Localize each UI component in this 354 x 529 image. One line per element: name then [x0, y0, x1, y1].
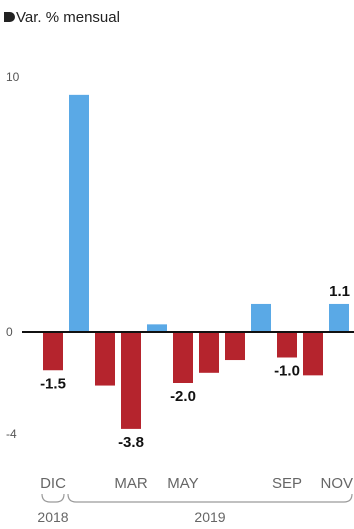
legend: Var. % mensual [4, 9, 120, 26]
x-tick-label: MAY [167, 475, 198, 492]
legend-label: Var. % mensual [16, 9, 120, 26]
data-label: 1.1 [329, 283, 350, 300]
y-tick-label: 0 [6, 325, 13, 339]
bar-negative [121, 332, 141, 429]
bar-negative [199, 332, 219, 373]
y-axis-ticks: 10 0 -4 [6, 70, 20, 441]
y-tick-label: -4 [6, 427, 17, 441]
bar-negative [225, 332, 245, 361]
bar-positive [329, 303, 349, 332]
year-bracket [41, 493, 65, 503]
bar-positive [147, 324, 167, 332]
x-tick-label: SEP [272, 475, 302, 492]
bar-positive [251, 303, 271, 332]
bar-positive [69, 94, 89, 332]
x-tick-label: DIC [40, 475, 66, 492]
x-tick-label: MAR [114, 475, 148, 492]
year-bracket [67, 493, 353, 503]
bar-negative [277, 332, 297, 358]
bars [43, 94, 349, 429]
data-label: -1.0 [274, 363, 300, 380]
y-tick-label: 10 [6, 70, 20, 84]
data-label: -3.8 [118, 434, 144, 451]
data-labels: -1.5 -3.8 -2.0 -1.0 1.1 [40, 283, 350, 451]
year-groups: 2018 2019 [37, 493, 353, 525]
bar-negative [303, 332, 323, 376]
data-label: -1.5 [40, 375, 66, 392]
x-tick-label: NOV [320, 475, 353, 492]
x-axis-labels: DIC MAR MAY SEP NOV [40, 475, 353, 492]
legend-marker-icon [4, 12, 15, 22]
bar-negative [173, 332, 193, 383]
bar-negative [95, 332, 115, 386]
year-label: 2018 [37, 509, 68, 525]
year-label: 2019 [194, 509, 225, 525]
bar-negative [43, 332, 63, 371]
data-label: -2.0 [170, 388, 196, 405]
